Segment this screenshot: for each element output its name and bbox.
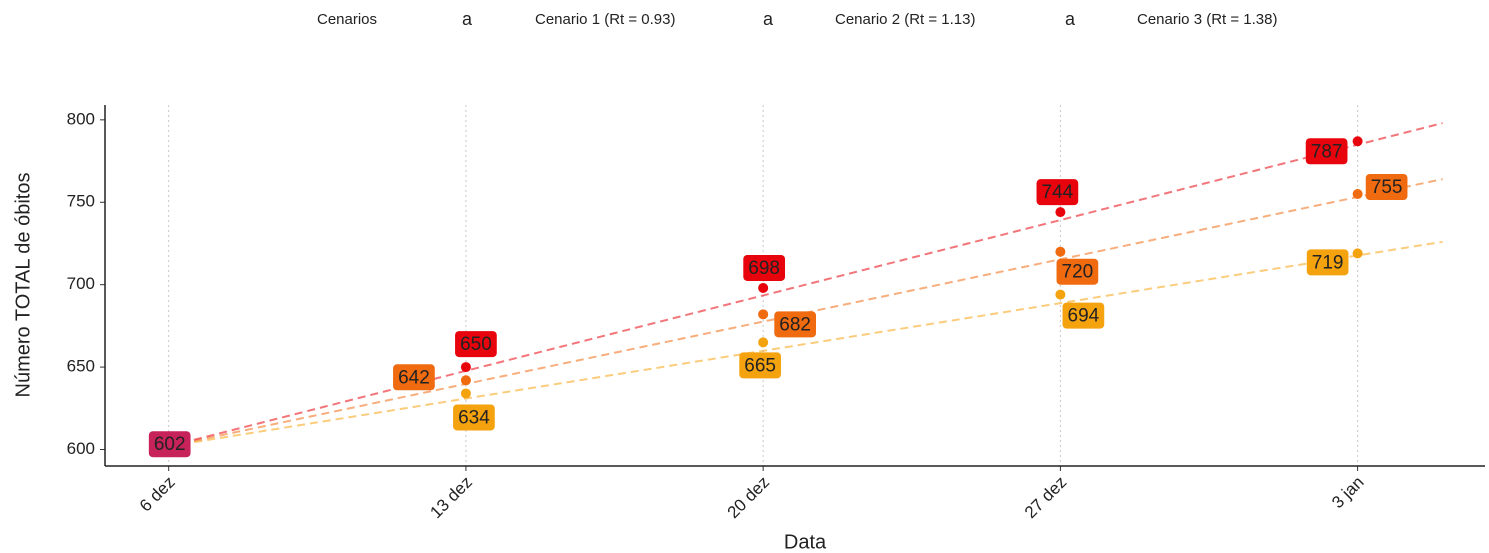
legend-label: Cenario 1 (Rt = 0.93) [535, 11, 676, 28]
point [1352, 248, 1363, 259]
data-label-box [774, 311, 817, 338]
data-label-text: 682 [779, 314, 811, 335]
data-label-box [1056, 258, 1099, 285]
trend-line [168, 240, 1443, 448]
legend-key: a [462, 9, 473, 29]
y-tick-label: 600 [67, 439, 95, 458]
legend-key: a [1065, 9, 1076, 29]
point [1352, 136, 1363, 147]
x-tick-label: 20 dez [724, 473, 774, 523]
data-label-text: 634 [458, 407, 490, 428]
data-label-box [1062, 302, 1105, 329]
data-label: 665 [739, 352, 782, 379]
data-label-box [453, 404, 495, 431]
data-label-text: 787 [1311, 141, 1343, 162]
x-axis-title: Data [784, 531, 827, 553]
legend-title: Cenarios [317, 11, 377, 28]
x-tick-label: 13 dez [426, 473, 476, 523]
data-label-text: 642 [398, 367, 430, 388]
data-label-text: 744 [1042, 182, 1074, 203]
point [758, 282, 769, 293]
data-label: 634 [453, 404, 495, 431]
point [758, 309, 769, 320]
x-tick-label: 6 dez [136, 473, 179, 516]
data-label-box [393, 364, 435, 391]
data-label-box [455, 331, 497, 358]
data-label-box [1305, 138, 1348, 165]
y-tick-label: 800 [67, 109, 95, 128]
data-label-box [148, 431, 191, 458]
data-label-text: 665 [744, 355, 776, 376]
data-label: 650 [455, 331, 497, 358]
point [1055, 289, 1066, 300]
point [460, 362, 471, 373]
data-label: 755 [1365, 174, 1408, 201]
data-label-box [1036, 179, 1079, 206]
data-label-text: 720 [1062, 262, 1094, 283]
data-label: 682 [774, 311, 817, 338]
data-label-box [743, 254, 786, 281]
y-tick-label: 700 [67, 274, 95, 293]
data-label-text: 650 [460, 334, 492, 355]
legend-key: a [763, 9, 774, 29]
data-label-text: 694 [1068, 306, 1100, 327]
data-label: 642 [393, 364, 435, 391]
data-label: 787 [1305, 138, 1348, 165]
y-tick-label: 750 [67, 192, 95, 211]
y-tick-label: 650 [67, 357, 95, 376]
data-label: 719 [1306, 249, 1349, 276]
data-label-box [1306, 249, 1349, 276]
data-label-text: 698 [748, 258, 780, 279]
trend-line [168, 122, 1443, 448]
data-label: 602 [148, 431, 191, 458]
x-tick-label: 3 jan [1328, 473, 1368, 513]
point [1055, 246, 1066, 257]
point [758, 337, 769, 348]
point [460, 375, 471, 386]
point [1352, 189, 1363, 200]
legend-label: Cenario 3 (Rt = 1.38) [1137, 11, 1278, 28]
legend-label: Cenario 2 (Rt = 1.13) [835, 11, 976, 28]
x-tick-label: 27 dez [1021, 473, 1071, 523]
point [460, 388, 471, 399]
data-label: 694 [1062, 302, 1105, 329]
point [1055, 207, 1066, 218]
data-label-text: 755 [1371, 177, 1403, 198]
data-label: 720 [1056, 258, 1099, 285]
data-label-box [739, 352, 782, 379]
data-label-text: 602 [154, 434, 186, 455]
data-label-text: 719 [1312, 252, 1344, 273]
data-label: 744 [1036, 179, 1079, 206]
y-axis-title: Número TOTAL de óbitos [12, 173, 34, 398]
data-label-box [1365, 174, 1408, 201]
data-label: 698 [743, 254, 786, 281]
